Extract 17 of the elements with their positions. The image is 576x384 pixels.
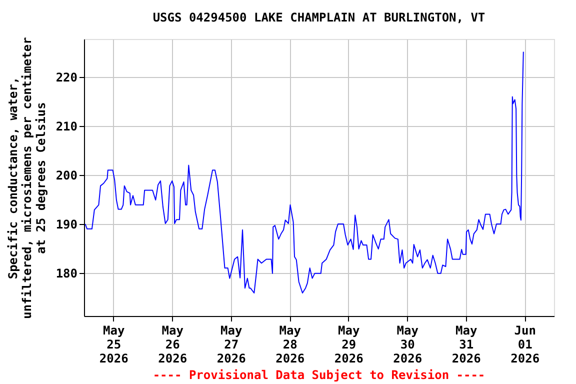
x-tick-label: May 27 2026 bbox=[216, 324, 246, 366]
y-tick-label: 200 bbox=[56, 168, 78, 183]
y-tick-label: 180 bbox=[56, 266, 78, 280]
text: ---- Provisional Data Subject to Revision ---- bbox=[152, 368, 486, 382]
x-tick-label: May 28 2026 bbox=[276, 324, 305, 366]
y-axis-title: Specific conductance, water, unfiltered, microsiemens per centimeter at 25 degrees Celsius bbox=[6, 37, 48, 319]
x-tick-label: May 26 2026 bbox=[158, 324, 188, 366]
y-tick-label: 220 bbox=[56, 70, 78, 85]
chart-title: USGS 04294500 LAKE CHAMPLAIN AT BURLINGTON, VT bbox=[152, 10, 486, 25]
line-series bbox=[84, 51, 524, 294]
y-tick-label: 210 bbox=[56, 120, 78, 134]
x-tick-label: May 30 2026 bbox=[393, 324, 422, 366]
x-tick-label: May 29 2026 bbox=[334, 324, 364, 366]
x-tick-label: May 31 2026 bbox=[452, 324, 481, 366]
x-tick-label: May 25 2026 bbox=[99, 324, 128, 366]
x-tick-label: Jun 01 2026 bbox=[510, 324, 540, 366]
y-tick-label: 190 bbox=[56, 217, 78, 232]
